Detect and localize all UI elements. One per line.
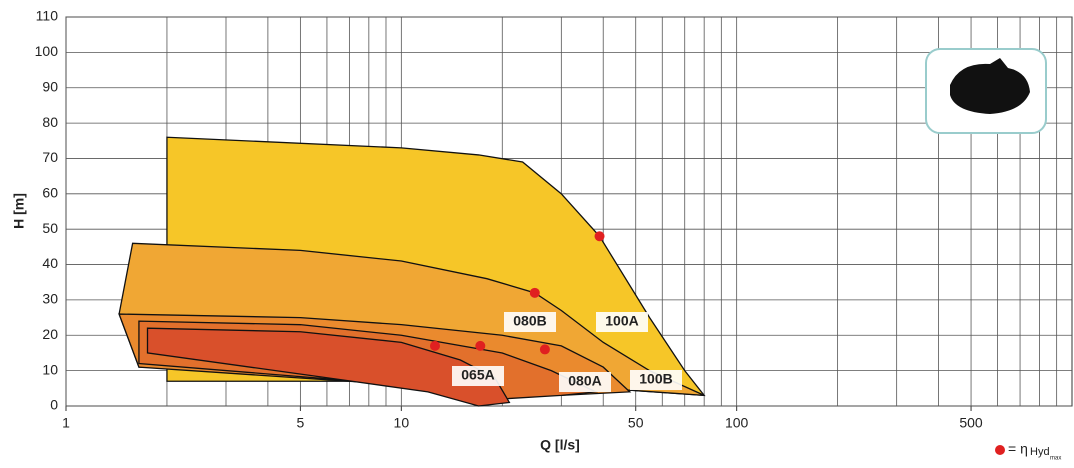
efficiency-point (429, 340, 440, 351)
efficiency-point (539, 344, 550, 355)
legend-symbol: = η (1008, 441, 1028, 457)
x-tick-label: 5 (296, 415, 304, 431)
x-tick-label: 10 (394, 415, 410, 431)
y-tick-label: 60 (42, 185, 58, 201)
region-label-box (452, 366, 504, 386)
region-label-box (559, 372, 611, 392)
efficiency-point (529, 287, 540, 298)
region-label: 100A (605, 313, 638, 329)
plot: 1 5 10 50 100 500 0 10 20 30 40 50 60 70 80 90 100 110 100… (35, 8, 1073, 431)
y-tick-label: 40 (42, 255, 58, 271)
x-tick-label: 50 (628, 415, 644, 431)
region-label: 100B (639, 371, 672, 387)
y-tick-label: 100 (35, 43, 59, 59)
y-tick-label: 10 (42, 361, 58, 377)
y-tick-label: 80 (42, 114, 58, 130)
efficiency-point (475, 340, 486, 351)
y-tick-label: 90 (42, 78, 58, 94)
y-tick-label: 110 (36, 8, 59, 24)
impeller-icon (925, 48, 1047, 134)
y-tick-label: 70 (42, 149, 58, 165)
region-label-box (596, 312, 648, 332)
legend-text: Hyd (1030, 446, 1050, 458)
legend-sub: max (1050, 456, 1061, 462)
pump-region (146, 327, 511, 407)
y-axis-label: H [m] (11, 193, 27, 229)
y-tick-label: 20 (42, 326, 58, 342)
legend-marker (995, 445, 1005, 455)
region-label: 080A (568, 373, 601, 389)
x-tick-label: 100 (725, 415, 749, 431)
y-tick-label: 50 (42, 220, 58, 236)
region-label: 065A (461, 367, 494, 383)
x-axis-label: Q [l/s] (540, 437, 580, 453)
region-label-box (504, 312, 556, 332)
x-tick-label: 1 (62, 415, 70, 431)
y-tick-label: 30 (42, 291, 58, 307)
region-label-box (630, 370, 682, 390)
legend: = η Hyd max (995, 441, 1061, 462)
y-tick-label: 0 (50, 397, 58, 413)
x-tick-label: 500 (959, 415, 983, 431)
region-label: 080B (513, 313, 546, 329)
efficiency-point (594, 231, 605, 242)
